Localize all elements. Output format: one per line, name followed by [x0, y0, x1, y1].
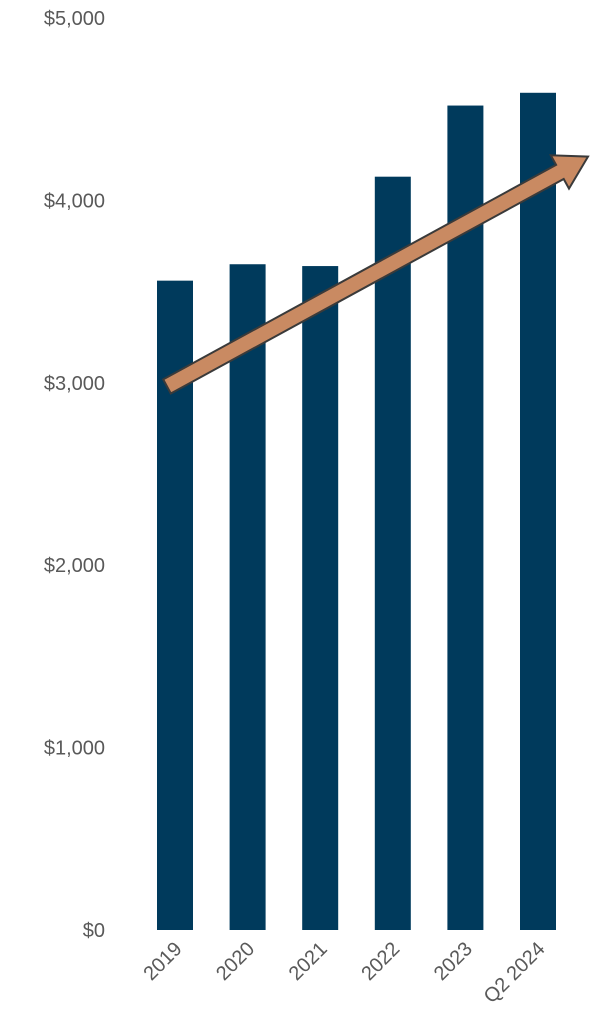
y-tick-label: $0 — [83, 920, 105, 942]
x-tick-label: 2021 — [285, 938, 332, 985]
bar-2021 — [302, 266, 339, 931]
y-tick-label: $5,000 — [44, 8, 105, 30]
trend-arrow-layer — [161, 154, 590, 395]
x-axis-tick-labels: 2019 2020 2021 2022 2023 Q2 2024 — [140, 938, 550, 1008]
bar-series — [157, 92, 556, 931]
bar-2023 — [447, 105, 484, 930]
x-tick-label: Q2 2024 — [480, 938, 550, 1008]
y-tick-label: $2,000 — [44, 555, 105, 577]
y-tick-label: $1,000 — [44, 738, 105, 760]
x-tick-label: 2020 — [212, 938, 259, 985]
bar-q2-2024 — [520, 92, 556, 930]
x-tick-label: 2019 — [140, 938, 187, 985]
trend-arrow — [161, 154, 590, 395]
bar-2022 — [374, 176, 411, 931]
x-tick-label: 2022 — [357, 938, 404, 985]
y-tick-label: $3,000 — [44, 373, 105, 395]
x-tick-label: 2023 — [430, 938, 477, 985]
bar-2020 — [229, 264, 266, 930]
y-axis-tick-labels: $0 $1,000 $2,000 $3,000 $4,000 $5,000 — [44, 8, 105, 942]
y-tick-label: $4,000 — [44, 190, 105, 212]
